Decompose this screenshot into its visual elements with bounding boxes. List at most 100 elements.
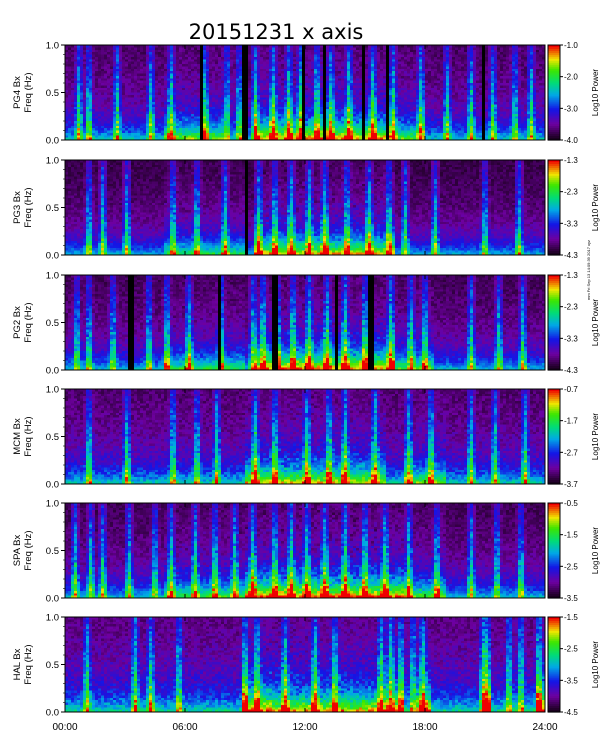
colorbar-swatch — [548, 92, 560, 96]
colorbar-swatch — [548, 460, 560, 463]
colorbar: -0.5 -1.5 -2.5 -3.5 Log10 Power — [547, 499, 600, 603]
colorbar-swatch — [548, 416, 560, 420]
colorbar-swatch — [548, 82, 560, 86]
colorbar-swatch — [548, 412, 560, 416]
colorbar-tick-label: -4.3 — [564, 251, 578, 260]
colorbar-swatch — [548, 239, 560, 242]
colorbar-swatch — [548, 408, 560, 412]
time-axis: 00:00 06:00 12:00 18:00 24:00 — [52, 722, 557, 733]
colorbar-swatch — [548, 160, 560, 163]
colorbar-swatch — [548, 161, 560, 165]
colorbar-frame — [547, 616, 561, 713]
colorbar-swatch — [548, 229, 560, 232]
spectrogram-image — [65, 389, 545, 484]
colorbar-swatch — [548, 672, 560, 675]
colorbar-swatch — [548, 354, 560, 357]
colorbar-swatch — [548, 346, 560, 349]
colorbar-swatch — [548, 342, 560, 345]
colorbar-swatch — [548, 64, 560, 68]
y-label-station: MCM Bx — [12, 418, 23, 455]
colorbar-swatch — [548, 80, 560, 84]
colorbar-swatch — [548, 592, 560, 595]
colorbar-swatch — [548, 138, 560, 141]
colorbar-swatch — [548, 504, 560, 508]
colorbar-frame — [547, 159, 561, 256]
colorbar-swatch — [548, 312, 560, 316]
colorbar-swatch — [548, 185, 560, 189]
colorbar-swatch — [548, 344, 560, 347]
colorbar-swatch — [548, 215, 560, 218]
colorbar-swatch — [548, 114, 560, 117]
colorbar-swatch — [548, 278, 560, 282]
colorbar-swatch — [548, 88, 560, 92]
colorbar-swatch — [548, 50, 560, 54]
x-tick-label: 06:00 — [172, 722, 197, 733]
colorbar-swatch — [548, 175, 560, 179]
colorbar-swatch — [548, 564, 560, 567]
x-tick-label: 18:00 — [412, 722, 437, 733]
colorbar-swatch — [548, 84, 560, 88]
colorbar-swatch — [548, 294, 560, 298]
colorbar-swatch — [548, 191, 560, 195]
colorbar-swatch — [548, 179, 560, 183]
spectrogram-image — [65, 160, 545, 255]
colorbar-swatch — [548, 550, 560, 554]
colorbar-swatch — [548, 698, 560, 701]
colorbar-swatch — [548, 396, 560, 400]
colorbar-swatch — [548, 86, 560, 90]
colorbar-swatch — [548, 638, 560, 642]
colorbar-swatch — [548, 444, 560, 447]
colorbar-swatch — [548, 108, 560, 111]
colorbar-swatch — [548, 288, 560, 292]
colorbar-swatch — [548, 560, 560, 563]
colorbar-swatch — [548, 632, 560, 636]
colorbar-swatch — [548, 676, 560, 679]
colorbar-swatch — [548, 626, 560, 630]
colorbar-swatch — [548, 430, 560, 434]
colorbar-swatch — [548, 314, 560, 318]
colorbar-tick-label: -1.5 — [564, 613, 578, 622]
colorbar-swatch — [548, 642, 560, 646]
colorbar-swatch — [548, 394, 560, 398]
colorbar-swatch — [548, 237, 560, 240]
colorbar-tick-label: -3.3 — [564, 219, 578, 228]
colorbar-swatch — [548, 231, 560, 234]
colorbar-tick-label: -1.3 — [564, 156, 578, 165]
colorbar-swatch — [548, 302, 560, 306]
colorbar-swatch — [548, 46, 560, 50]
page-title: 20151231 x axis — [189, 20, 364, 44]
colorbar-swatch — [548, 106, 560, 109]
colorbar-swatch — [548, 213, 560, 217]
panel-pg4: 0.0 0.5 1.0 PG4 Bx Freq (Hz) -1.0 -2.0 -3.0 -4.0… — [12, 41, 600, 147]
colorbar-swatch — [548, 570, 560, 573]
colorbar-swatch — [548, 110, 560, 113]
colorbar-swatch — [548, 356, 560, 359]
colorbar-swatch — [548, 446, 560, 449]
colorbar: -1.5 -2.5 -3.5 -4.5 Log10 Power — [547, 613, 600, 717]
colorbar-swatch — [548, 690, 560, 693]
colorbar-swatch — [548, 588, 560, 591]
colorbar-tick-label: -2.7 — [564, 448, 578, 457]
colorbar-swatch — [548, 634, 560, 638]
colorbar-swatch — [548, 668, 560, 672]
x-tick-label: 12:00 — [292, 722, 317, 733]
colorbar-swatch — [548, 197, 560, 201]
colorbar-swatch — [548, 253, 560, 256]
colorbar-frame — [547, 502, 561, 599]
colorbar-swatch — [548, 582, 560, 585]
colorbar-swatch — [548, 508, 560, 512]
colorbar-swatch — [548, 656, 560, 660]
colorbar-swatch — [548, 243, 560, 246]
y-label-station: PG3 Bx — [12, 191, 23, 224]
colorbar-tick-label: -2.3 — [564, 303, 578, 312]
colorbar-swatch — [548, 622, 560, 626]
colorbar-swatch — [548, 292, 560, 296]
colorbar-swatch — [548, 132, 560, 135]
colorbar-label: Log10 Power — [591, 299, 600, 346]
colorbar-swatch — [548, 241, 560, 244]
colorbar-swatch — [548, 470, 560, 473]
colorbar-swatch — [548, 704, 560, 707]
colorbar-frame — [547, 44, 561, 141]
colorbar-swatch — [548, 400, 560, 404]
